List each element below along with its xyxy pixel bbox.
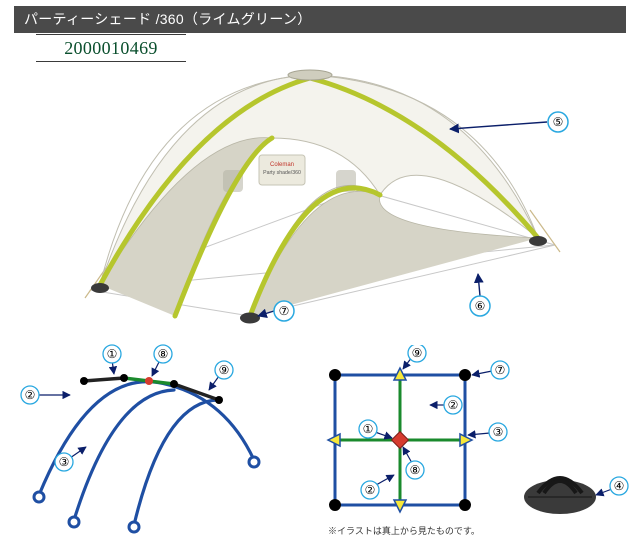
svg-text:①: ① [107,347,118,361]
svg-text:⑥: ⑥ [475,299,486,313]
svg-text:②: ② [448,398,459,412]
svg-text:⑧: ⑧ [158,347,169,361]
svg-text:③: ③ [493,425,504,439]
title-bar: パーティーシェード /360（ライムグリーン） [14,6,626,33]
svg-text:⑦: ⑦ [495,363,506,377]
plan-footnote-text: ※イラストは真上から見たものです。 [328,526,480,536]
product-title: パーティーシェード /360（ライムグリーン） [24,11,311,27]
svg-text:Party shade/360: Party shade/360 [263,170,301,176]
plan-footnote: ※イラストは真上から見たものです。 [328,524,480,537]
svg-text:①: ① [363,422,374,436]
product-code-value: 2000010469 [64,38,158,58]
product-code: 2000010469 [36,34,186,62]
carry-bag: ④ [520,455,630,525]
tent-illustration: Coleman Party shade/360 [60,60,580,340]
svg-text:⑧: ⑧ [410,463,421,477]
svg-text:⑨: ⑨ [219,363,230,377]
frame-diagram: ① ② ⑧ ⑨ ③ [14,340,274,535]
svg-text:③: ③ [59,455,70,469]
svg-text:②: ② [25,388,36,402]
svg-text:⑨: ⑨ [412,346,423,360]
svg-text:Coleman: Coleman [270,162,294,168]
svg-text:⑤: ⑤ [553,115,564,129]
svg-text:④: ④ [614,479,625,493]
svg-text:⑦: ⑦ [279,304,290,318]
svg-text:②: ② [365,483,376,497]
plan-diagram: ⑨ ⑦ ② ③ ① ⑧ ② [300,345,515,545]
